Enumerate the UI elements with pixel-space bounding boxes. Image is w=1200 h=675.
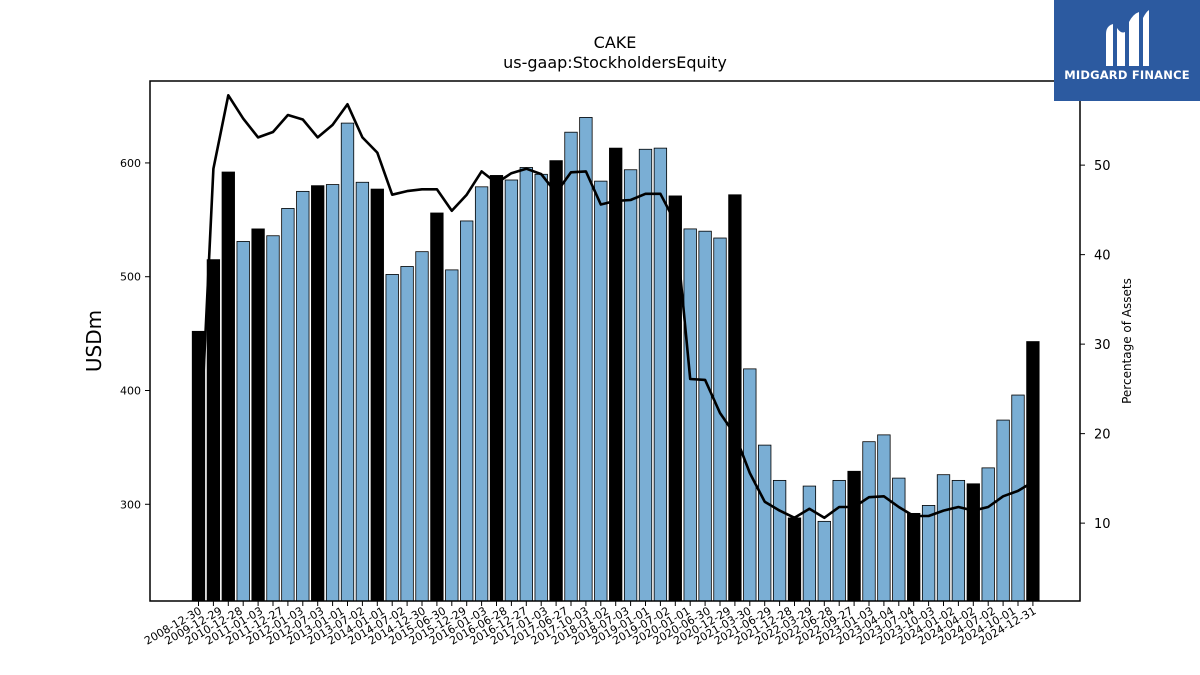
bar-quarter — [877, 434, 891, 602]
y-tick-label: 600 — [120, 157, 141, 170]
y2-axis-label: Percentage of Assets — [1120, 278, 1134, 404]
brand-logo: MIDGARD FINANCE — [1054, 0, 1200, 101]
bar-quarter — [996, 419, 1010, 602]
y2-tick-label: 10 — [1094, 517, 1111, 532]
y-axis-label: USDm — [82, 310, 106, 372]
chart-title: CAKE — [594, 33, 637, 52]
bar-annual — [221, 171, 235, 602]
logo-text: MIDGARD FINANCE — [1064, 68, 1190, 82]
y2-tick-label: 50 — [1094, 159, 1111, 174]
bar-quarter — [415, 251, 429, 602]
bar-quarter — [1011, 394, 1025, 602]
bar-quarter — [743, 368, 757, 602]
bar-quarter — [698, 230, 712, 602]
bar-quarter — [266, 235, 280, 602]
bar-annual — [907, 512, 921, 602]
bar-quarter — [623, 169, 638, 602]
y2-tick-label: 40 — [1094, 249, 1111, 264]
bar-quarter — [400, 266, 414, 602]
bar-quarter — [445, 269, 459, 602]
bar-quarter — [758, 444, 772, 602]
bar-quarter — [355, 181, 370, 602]
bar-quarter — [504, 179, 519, 602]
bar-annual — [847, 470, 861, 602]
y-tick-label: 300 — [120, 498, 141, 511]
bar-quarter — [892, 477, 906, 602]
bar-quarter — [921, 505, 936, 602]
bar-quarter — [981, 467, 995, 602]
bar-annual — [609, 147, 623, 602]
bar-quarter — [534, 173, 548, 602]
bar-quarter — [281, 208, 295, 602]
pct-assets-line — [197, 94, 1034, 520]
bar-quarter — [936, 474, 951, 602]
bar-annual — [251, 228, 265, 602]
bar-annual — [206, 259, 221, 602]
bar-quarter — [474, 186, 489, 602]
y-tick-label: 500 — [120, 271, 141, 284]
bar-quarter — [325, 184, 340, 602]
chart-subtitle: us-gaap:StockholdersEquity — [503, 53, 727, 72]
y2-tick-label: 20 — [1094, 428, 1111, 443]
bar-quarter — [564, 131, 578, 602]
bar-quarter — [296, 190, 310, 602]
bar-quarter — [340, 122, 355, 602]
bar-quarter — [519, 167, 533, 602]
bar-quarter — [638, 148, 653, 602]
bar-annual — [787, 517, 802, 602]
bar-quarter — [579, 117, 593, 602]
bar-annual — [549, 160, 563, 602]
bar-quarter — [653, 147, 668, 602]
bar-quarter — [236, 241, 250, 602]
bar-annual — [966, 483, 980, 602]
bar-quarter — [832, 479, 846, 602]
bar-annual — [1026, 341, 1040, 602]
bar-quarter — [862, 441, 876, 602]
bar-quarter — [460, 220, 474, 602]
bar-quarter — [802, 485, 817, 602]
y-tick-label: 400 — [120, 384, 141, 397]
plot-frame — [149, 80, 1081, 602]
bar-quarter — [951, 479, 966, 602]
bar-annual — [489, 175, 504, 602]
bar-quarter — [385, 274, 399, 602]
y2-tick-label: 30 — [1094, 338, 1111, 353]
midgard-m-logo-icon — [1106, 10, 1149, 66]
bar-quarter — [594, 180, 608, 602]
bar-annual — [728, 194, 742, 602]
bar-annual — [311, 185, 325, 602]
bar-annual — [370, 188, 384, 602]
bar-quarter — [817, 520, 831, 602]
bar-quarter — [772, 479, 787, 602]
bar-annual — [430, 212, 444, 602]
bar-quarter — [683, 228, 697, 602]
